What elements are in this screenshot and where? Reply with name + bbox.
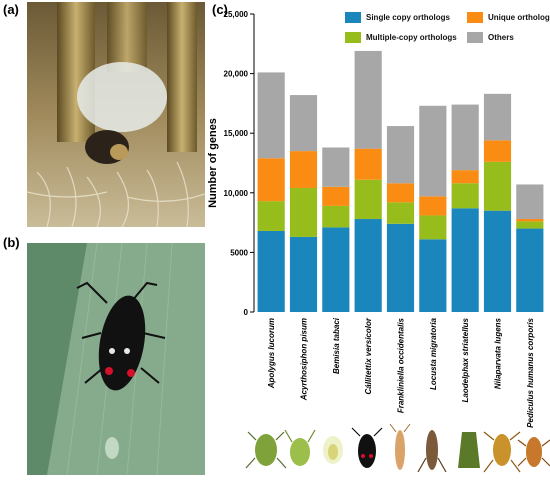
bar-segment [322, 147, 350, 187]
bar-segment [322, 205, 350, 228]
x-tick-label: Pediculus humanus corporis [526, 317, 535, 427]
bar-segment [354, 148, 382, 180]
bar-segment [386, 223, 415, 312]
bar-segment [516, 228, 544, 312]
bar-segment [386, 183, 415, 203]
bar-segment [419, 239, 447, 312]
legend-item-others: Others [467, 32, 514, 43]
legend-item-unique: Unique orthologs [467, 12, 550, 23]
bar-segment [451, 170, 479, 184]
bar-segment [419, 105, 447, 197]
bar-segment [257, 72, 285, 159]
legend-swatch-unique [467, 12, 483, 23]
legend-swatch-multiple [345, 32, 361, 43]
bar-segment [483, 140, 512, 162]
chart-legend: Single copy orthologs Unique orthologs M… [345, 10, 550, 48]
panel-label-b: (b) [3, 235, 20, 250]
bar-segment [322, 186, 350, 206]
insect-locusta [417, 430, 447, 473]
insect-apolygus [245, 431, 287, 469]
panel-label-c: (c) [212, 2, 228, 17]
bar-segment [289, 151, 318, 189]
bar-segment [289, 188, 318, 237]
legend-label-others: Others [488, 33, 514, 42]
bar-segment [483, 93, 512, 141]
insect-frankliniella [389, 423, 411, 470]
bar-segment [451, 183, 479, 209]
bar-segment [257, 158, 285, 202]
x-tick-label: Laodelphax striatellus [461, 317, 470, 402]
bar-segment [419, 196, 447, 216]
x-tick-label: Bemisia tabaci [332, 317, 341, 374]
x-tick-label: Frankliniella occidentalis [397, 317, 406, 413]
bar-segment [419, 215, 447, 240]
legend-item-single: Single copy orthologs [345, 12, 450, 23]
bar-segment [483, 210, 512, 312]
x-tick-label: Nilaparvata lugens [494, 317, 503, 389]
bar-segment [322, 227, 350, 312]
y-tick-label: 25,000 [224, 10, 249, 19]
legend-item-multiple: Multiple-copy orthologs [345, 32, 457, 43]
insect-pediculus [517, 437, 550, 467]
bar-segment [483, 161, 512, 211]
x-tick-label: Apolygus lucorum [267, 318, 276, 389]
x-tick-label: Acyrthosiphon pisum [300, 318, 309, 401]
y-tick-label: 15,000 [224, 129, 249, 138]
bar-segment [257, 230, 285, 312]
bar-segment [516, 221, 544, 229]
legend-swatch-others [467, 32, 483, 43]
legend-label-single: Single copy orthologs [366, 13, 451, 22]
photo-insect-leaf [27, 243, 205, 475]
bar-segment [289, 95, 318, 152]
photo-insect-stem [27, 2, 205, 227]
bar-segment [257, 201, 285, 231]
y-tick-label: 20,000 [224, 70, 249, 79]
y-tick-label: 0 [244, 308, 249, 317]
insect-thumbnails [240, 418, 550, 482]
bar-segment [386, 126, 415, 184]
bar-segment [516, 219, 544, 222]
bar-segment [354, 219, 382, 312]
insect-bemisia [323, 436, 343, 464]
bar-segment [354, 179, 382, 220]
insect-nilaparvata [483, 431, 521, 473]
bar-segment [386, 202, 415, 224]
legend-label-multiple: Multiple-copy orthologs [366, 33, 457, 42]
legend-swatch-single [345, 12, 361, 23]
x-tick-label: Cállitettix versicolor [364, 317, 373, 394]
bar-segment [289, 236, 318, 312]
legend-label-unique: Unique orthologs [488, 13, 550, 22]
y-tick-label: 5000 [230, 248, 248, 257]
y-axis-label: Number of genes [207, 118, 219, 208]
panel-label-a: (a) [3, 2, 19, 17]
bar-segment [451, 208, 479, 312]
x-tick-label: Locusta migratoria [429, 317, 438, 390]
insect-acyrthosiphon [284, 429, 316, 466]
y-tick-label: 10,000 [224, 189, 249, 198]
bar-segment [354, 50, 382, 149]
insect-laodelphax [458, 432, 480, 468]
bar-segment [451, 104, 479, 171]
insect-callitettix [351, 427, 383, 468]
bar-segment [516, 184, 544, 220]
